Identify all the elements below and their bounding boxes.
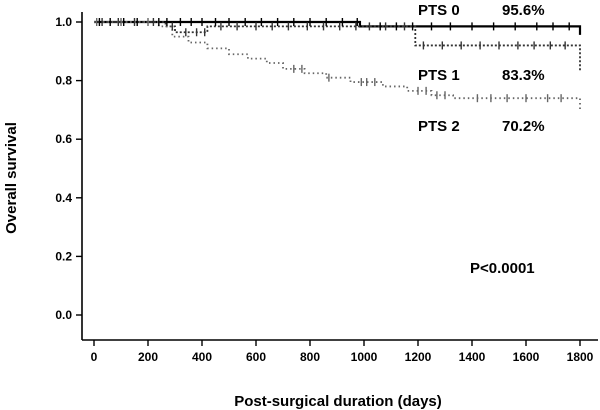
pts2-value: 70.2% (502, 118, 545, 135)
survival-curve-pts-0 (94, 20, 582, 35)
y-tick-label: 1.0 (55, 15, 72, 29)
x-tick-label: 600 (246, 350, 266, 364)
y-tick-label: 0.2 (55, 249, 72, 263)
y-tick-label: 0.6 (55, 132, 72, 146)
x-ticks: 0 200 400 600 800 1000 1200 1400 1600 1800 (91, 340, 594, 364)
y-tick-label: 0.4 (55, 191, 72, 205)
x-tick-label: 1600 (513, 350, 540, 364)
pts0-value: 95.6% (502, 2, 545, 19)
x-tick-label: 400 (192, 350, 212, 364)
y-tick-label: 0.0 (55, 308, 72, 322)
x-axis-title: Post-surgical duration (days) (234, 393, 442, 410)
y-ticks: 0.0 0.2 0.4 0.6 0.8 1.0 (55, 15, 82, 322)
p-value-label: P<0.0001 (470, 260, 535, 277)
curve-annotations: PTS 0 95.6% PTS 1 83.3% PTS 2 70.2% (418, 2, 545, 135)
x-tick-label: 1200 (405, 350, 432, 364)
x-tick-label: 200 (138, 350, 158, 364)
pts0-label: PTS 0 (418, 2, 460, 19)
survival-curves (94, 20, 582, 110)
pts1-value: 83.3% (502, 67, 545, 84)
pts1-label: PTS 1 (418, 67, 460, 84)
axes (81, 12, 598, 341)
x-tick-label: 0 (91, 350, 98, 364)
censor-marks (95, 18, 570, 103)
survival-curve-pts-1 (94, 21, 581, 71)
y-tick-label: 0.8 (55, 74, 72, 88)
pts2-label: PTS 2 (418, 118, 460, 135)
x-tick-label: 1000 (351, 350, 378, 364)
x-tick-label: 1800 (567, 350, 594, 364)
x-tick-label: 800 (300, 350, 320, 364)
y-axis-title: Overall survival (3, 122, 20, 234)
x-tick-label: 1400 (459, 350, 486, 364)
